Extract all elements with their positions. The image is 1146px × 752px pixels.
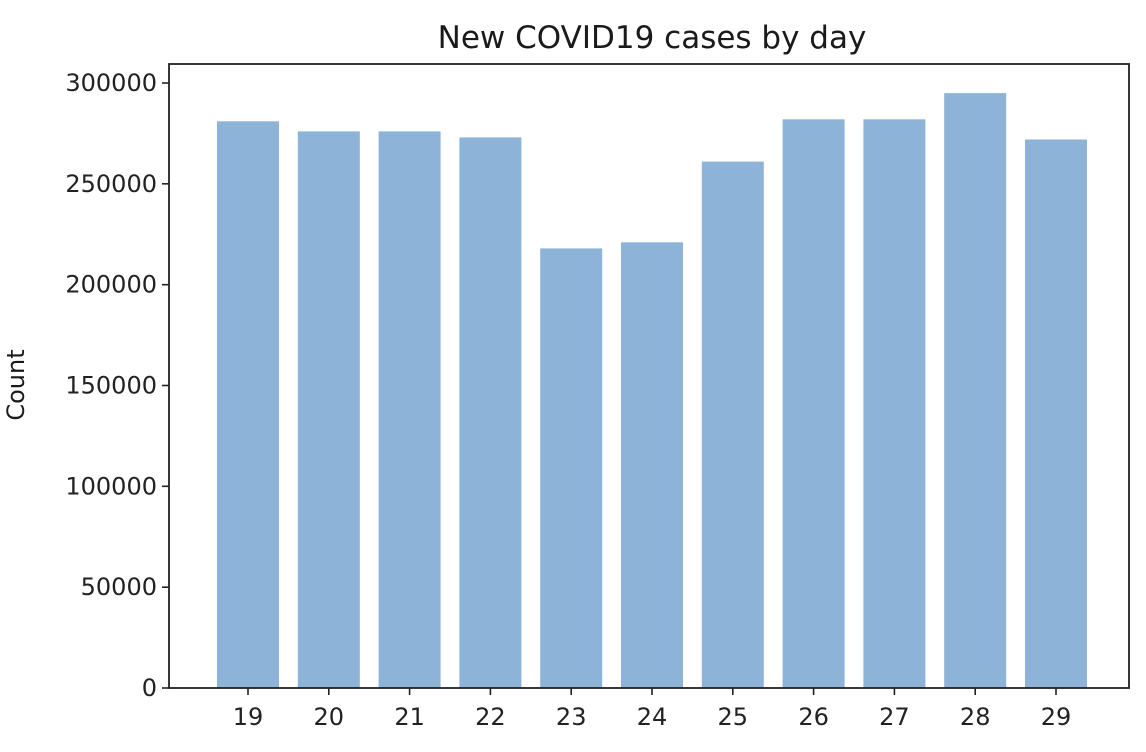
x-tick-label: 28 <box>960 703 991 731</box>
y-tick-label: 200000 <box>65 271 157 299</box>
x-tick-label: 24 <box>637 703 668 731</box>
bar-25 <box>701 161 764 689</box>
plot-frame <box>168 63 1130 689</box>
x-tick-label: 20 <box>314 703 345 731</box>
y-tick-label: 100000 <box>65 472 157 500</box>
y-tick-label: 150000 <box>65 372 157 400</box>
x-tick-label: 29 <box>1041 703 1072 731</box>
x-tick-label: 19 <box>233 703 264 731</box>
bar-26 <box>782 119 845 689</box>
bar-19 <box>217 121 279 689</box>
x-tick-label: 26 <box>798 703 829 731</box>
bar-28 <box>944 93 1007 689</box>
x-axis: 19 20 21 22 23 24 25 26 27 28 29 <box>233 688 1072 731</box>
y-tick-label: 300000 <box>65 69 157 97</box>
bar-group <box>217 93 1087 689</box>
y-axis-label: Count <box>2 349 30 420</box>
x-tick-label: 27 <box>879 703 910 731</box>
y-tick-label: 0 <box>142 674 157 702</box>
bar-23 <box>540 248 603 688</box>
x-tick-label: 23 <box>556 703 587 731</box>
bar-27 <box>863 119 926 689</box>
bar-29 <box>1025 139 1087 688</box>
x-tick-label: 21 <box>394 703 425 731</box>
x-tick-label: 25 <box>718 703 749 731</box>
bar-20 <box>297 131 360 688</box>
bar-21 <box>378 131 441 688</box>
y-axis: 0 50000 100000 150000 200000 250000 300000 <box>65 69 169 702</box>
chart-title: New COVID19 cases by day <box>438 20 867 56</box>
y-tick-label: 50000 <box>81 573 157 601</box>
bar-24 <box>621 242 683 689</box>
bar-22 <box>459 137 522 688</box>
x-tick-label: 22 <box>475 703 506 731</box>
y-tick-label: 250000 <box>65 170 157 198</box>
